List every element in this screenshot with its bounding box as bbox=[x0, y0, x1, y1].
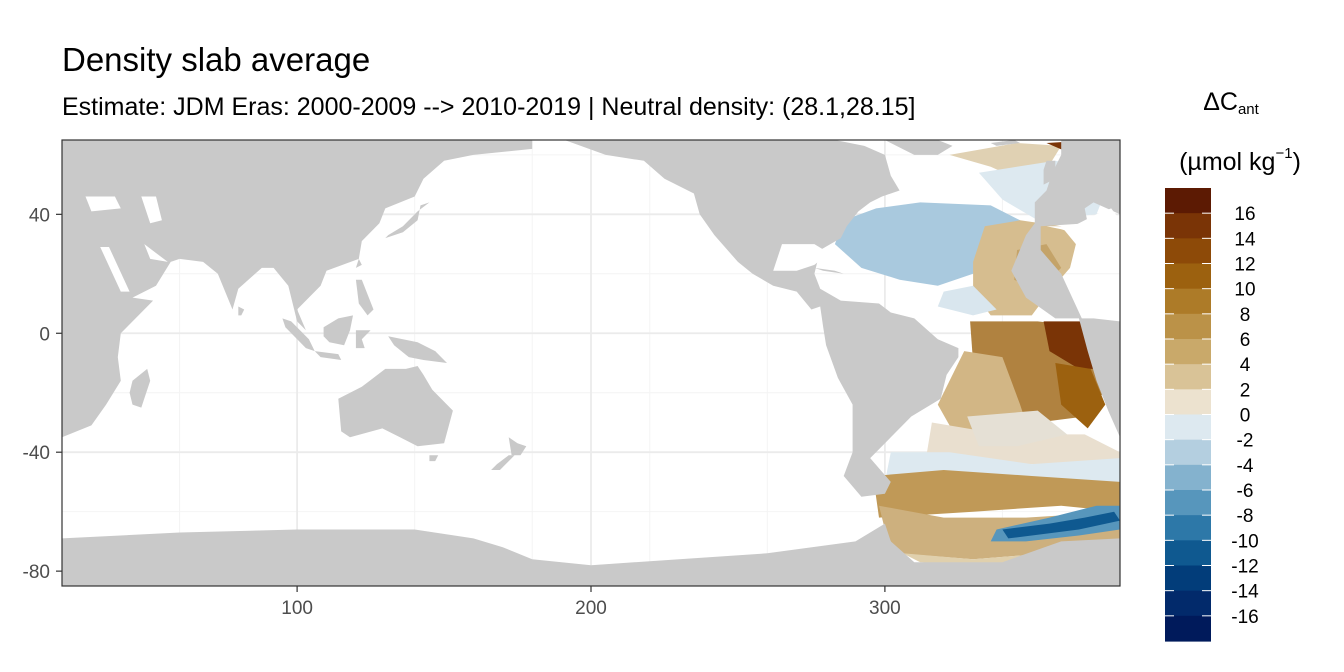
map-layer bbox=[62, 140, 1120, 586]
ocean-gulf-of-mexico bbox=[773, 244, 829, 271]
ocean-mediterranean bbox=[1046, 208, 1120, 239]
legend-label: 6 bbox=[1240, 330, 1251, 351]
land-antarctica bbox=[62, 523, 1120, 586]
legend-label: -6 bbox=[1237, 481, 1254, 502]
legend-label: 16 bbox=[1234, 204, 1255, 225]
land-japan bbox=[385, 202, 430, 239]
land-eurasia-africa bbox=[62, 140, 533, 438]
land-tasmania bbox=[429, 455, 439, 462]
legend-label: 14 bbox=[1234, 229, 1256, 250]
legend: 16 14 12 10 8 6 4 2 0 -2 -4 -6 -8 -10 -12 -14 -16 bbox=[1165, 188, 1259, 642]
legend-label: -10 bbox=[1231, 531, 1258, 552]
legend-label: -16 bbox=[1231, 607, 1258, 628]
region-angola-basin bbox=[1055, 363, 1106, 429]
land-borneo bbox=[323, 315, 353, 346]
chart-title: Density slab average bbox=[62, 41, 371, 78]
land bbox=[62, 140, 1120, 586]
legend-color-bin bbox=[1165, 389, 1211, 416]
land-europe-africa-west bbox=[1011, 140, 1120, 438]
legend-color-bin bbox=[1165, 213, 1211, 239]
legend-color-bin bbox=[1165, 464, 1211, 491]
legend-label: -14 bbox=[1231, 582, 1259, 603]
legend-label: 4 bbox=[1240, 355, 1251, 376]
y-tick-label: 40 bbox=[29, 205, 50, 226]
y-tick-label: 0 bbox=[39, 324, 50, 345]
legend-color-bin bbox=[1165, 339, 1211, 365]
land-great-britain bbox=[1043, 160, 1056, 185]
region-caribbean-edge bbox=[937, 285, 997, 316]
legend-color-bin bbox=[1165, 540, 1211, 567]
legend-label: 10 bbox=[1234, 280, 1255, 301]
ocean-red-sea bbox=[100, 247, 130, 292]
legend-label: 0 bbox=[1240, 406, 1251, 427]
land-new-guinea bbox=[388, 336, 447, 363]
land-australia bbox=[338, 366, 453, 447]
legend-label: 12 bbox=[1234, 255, 1255, 276]
legend-label: -12 bbox=[1231, 557, 1258, 578]
land-iceland bbox=[990, 140, 1021, 146]
legend-color-bin bbox=[1165, 615, 1211, 642]
land-philippines bbox=[355, 279, 374, 316]
legend-title: ΔCant bbox=[1203, 88, 1259, 118]
legend-color-bin bbox=[1165, 188, 1211, 214]
legend-color-bin bbox=[1165, 313, 1211, 340]
legend-unit: (µmol kg−1) bbox=[1179, 145, 1301, 176]
legend-label: -2 bbox=[1237, 431, 1254, 452]
legend-color-bin bbox=[1165, 490, 1211, 516]
legend-color-bin bbox=[1165, 565, 1211, 592]
legend-label: 8 bbox=[1240, 305, 1251, 326]
chart-subtitle: Estimate: JDM Eras: 2000-2009 --> 2010-2… bbox=[62, 93, 916, 121]
y-tick-label: -80 bbox=[23, 562, 50, 583]
legend-color-bin bbox=[1165, 288, 1211, 315]
x-tick-label: 200 bbox=[575, 598, 607, 619]
legend-color-bin bbox=[1165, 515, 1211, 541]
land-sulawesi bbox=[355, 330, 371, 349]
legend-label: -4 bbox=[1237, 456, 1254, 477]
region-south-atlantic-central bbox=[967, 410, 1068, 447]
land-new-zealand-north bbox=[508, 437, 527, 456]
legend-color-bin bbox=[1165, 238, 1211, 265]
y-tick-label: -40 bbox=[23, 443, 50, 464]
land-java bbox=[314, 351, 342, 360]
x-tick-label: 300 bbox=[869, 598, 901, 619]
legend-label: -8 bbox=[1237, 506, 1254, 527]
land-madagascar bbox=[129, 368, 151, 408]
land-new-zealand-south bbox=[491, 455, 515, 470]
land-sri-lanka bbox=[238, 306, 245, 316]
legend-color-bin bbox=[1165, 263, 1211, 290]
region-weddell-sea bbox=[1002, 511, 1120, 539]
legend-color-bin bbox=[1165, 364, 1211, 390]
land-greenland bbox=[884, 140, 953, 155]
x-tick-label: 100 bbox=[281, 598, 313, 619]
legend-color-bin bbox=[1165, 590, 1211, 617]
land-cuba bbox=[814, 267, 844, 274]
legend-label: 2 bbox=[1240, 380, 1251, 401]
ocean-persian-gulf bbox=[144, 244, 168, 262]
land-americas bbox=[564, 140, 959, 497]
region-scotia-sea bbox=[873, 470, 1120, 518]
land-taiwan bbox=[355, 258, 362, 268]
ocean-black-sea bbox=[85, 196, 121, 212]
land-sumatra bbox=[282, 318, 315, 352]
legend-color-bin bbox=[1165, 414, 1211, 441]
ocean-caspian-sea bbox=[141, 196, 162, 224]
legend-color-bin bbox=[1165, 439, 1211, 466]
